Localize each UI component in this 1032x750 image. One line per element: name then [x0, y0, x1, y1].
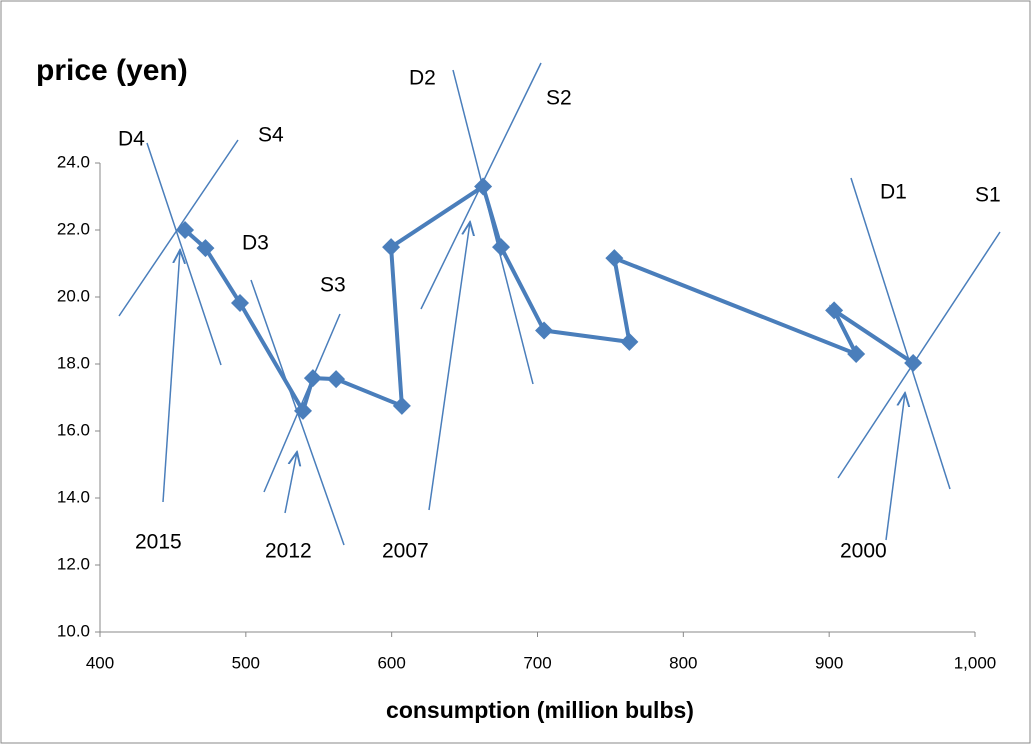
demand-line — [452, 69, 534, 385]
y-tick-label: 16.0 — [57, 420, 90, 439]
x-tick-label: 400 — [86, 653, 114, 672]
data-point — [392, 396, 411, 415]
data-point — [904, 353, 923, 372]
data-point — [847, 344, 866, 363]
x-tick-label: 500 — [232, 653, 260, 672]
supply-line — [837, 231, 1001, 479]
y-tick-label: 18.0 — [57, 353, 90, 372]
data-point — [825, 301, 844, 320]
annotation: S2 — [546, 87, 572, 110]
arrow — [428, 222, 470, 511]
annotation: D4 — [118, 128, 145, 151]
annotation: 2015 — [135, 531, 182, 554]
y-tick-label: 12.0 — [57, 554, 90, 573]
data-point — [620, 332, 639, 351]
x-tick-label: 700 — [523, 653, 551, 672]
x-tick-label: 800 — [669, 653, 697, 672]
data-line — [183, 183, 915, 416]
data-point — [231, 294, 249, 313]
data-point — [474, 177, 493, 196]
data-point — [294, 401, 312, 420]
chart-title: price (yen) — [36, 54, 188, 87]
data-point — [196, 239, 215, 258]
arrow — [885, 393, 905, 541]
annotations: D4 S4 D3 S3 D2 S2 D1 S1 2015 2012 2007 2… — [118, 67, 1001, 563]
y-tick-label: 10.0 — [57, 621, 90, 640]
demand-line — [850, 177, 951, 490]
data-point — [327, 370, 346, 389]
data-point — [492, 238, 511, 257]
annotation: D2 — [409, 67, 436, 90]
y-tick-label: 22.0 — [57, 219, 90, 238]
annotation: S4 — [258, 124, 284, 147]
annotation: S1 — [975, 184, 1001, 207]
y-tick-label: 24.0 — [57, 152, 90, 171]
arrow — [162, 250, 180, 503]
annotation: 2007 — [382, 540, 429, 563]
annotation: 2000 — [840, 540, 887, 563]
data-point — [535, 321, 554, 340]
annotation: D3 — [242, 232, 269, 255]
reference-lines — [118, 62, 1001, 546]
y-tick-label: 20.0 — [57, 286, 90, 305]
data-point — [176, 221, 195, 239]
data-point — [382, 238, 401, 257]
x-axis-label: consumption (million bulbs) — [386, 697, 694, 723]
x-tick-label: 600 — [377, 653, 405, 672]
data-point — [605, 249, 624, 268]
annotation: D1 — [880, 181, 907, 204]
annotation: 2012 — [265, 540, 312, 563]
arrow — [284, 452, 297, 514]
y-tick-label: 14.0 — [57, 487, 90, 506]
data-point — [303, 369, 322, 388]
annotation: S3 — [320, 274, 346, 297]
x-tick-label: 900 — [815, 653, 843, 672]
x-tick-label: 1,000 — [954, 653, 997, 672]
